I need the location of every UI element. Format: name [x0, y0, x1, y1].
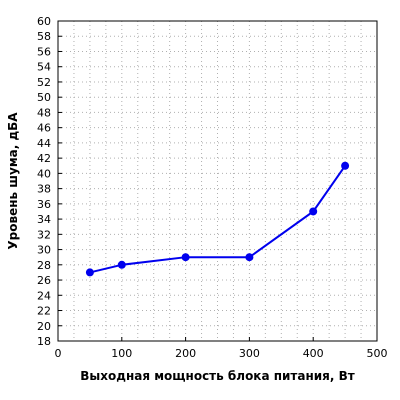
x-tick-label: 200 — [175, 347, 196, 360]
y-tick-label: 56 — [37, 45, 51, 58]
gridlines — [58, 21, 377, 341]
data-point — [85, 268, 94, 277]
x-tick-label: 500 — [367, 347, 388, 360]
x-axis-label: Выходная мощность блока питания, Вт — [80, 369, 355, 383]
y-tick-label: 46 — [37, 122, 51, 135]
y-tick-label: 36 — [37, 198, 51, 211]
y-tick-label: 22 — [37, 305, 51, 318]
data-point — [181, 253, 190, 262]
y-tick-label: 24 — [37, 289, 51, 302]
y-tick-label: 60 — [37, 15, 51, 28]
y-tick-label: 38 — [37, 183, 51, 196]
data-point — [245, 253, 254, 262]
y-tick-label: 58 — [37, 30, 51, 43]
y-tick-label: 48 — [37, 106, 51, 119]
x-tick-label: 100 — [111, 347, 132, 360]
y-tick-label: 26 — [37, 274, 51, 287]
data-point — [117, 260, 126, 269]
y-tick-label: 28 — [37, 259, 51, 272]
y-tick-label: 30 — [37, 244, 51, 257]
y-tick-label: 20 — [37, 320, 51, 333]
y-tick-label: 40 — [37, 167, 51, 180]
y-tick-label: 54 — [37, 61, 51, 74]
axis-ticks: 0 100 200 300 400 500 18 20 22 24 26 28 30 32 34 36 38 40… — [37, 15, 388, 360]
x-tick-label: 0 — [55, 347, 62, 360]
plot-area-border — [57, 20, 378, 342]
data-series — [85, 161, 350, 277]
y-tick-label: 42 — [37, 152, 51, 165]
y-tick-label: 18 — [37, 335, 51, 348]
series-line — [89, 165, 346, 274]
y-tick-label: 50 — [37, 91, 51, 104]
y-tick-label: 44 — [37, 137, 51, 150]
x-tick-label: 400 — [303, 347, 324, 360]
data-point — [341, 161, 350, 170]
y-axis-label: Уровень шума, дБА — [6, 112, 20, 250]
y-tick-label: 52 — [37, 76, 51, 89]
data-point — [309, 207, 318, 216]
y-tick-label: 32 — [37, 228, 51, 241]
y-tick-label: 34 — [37, 213, 51, 226]
x-tick-label: 300 — [239, 347, 260, 360]
